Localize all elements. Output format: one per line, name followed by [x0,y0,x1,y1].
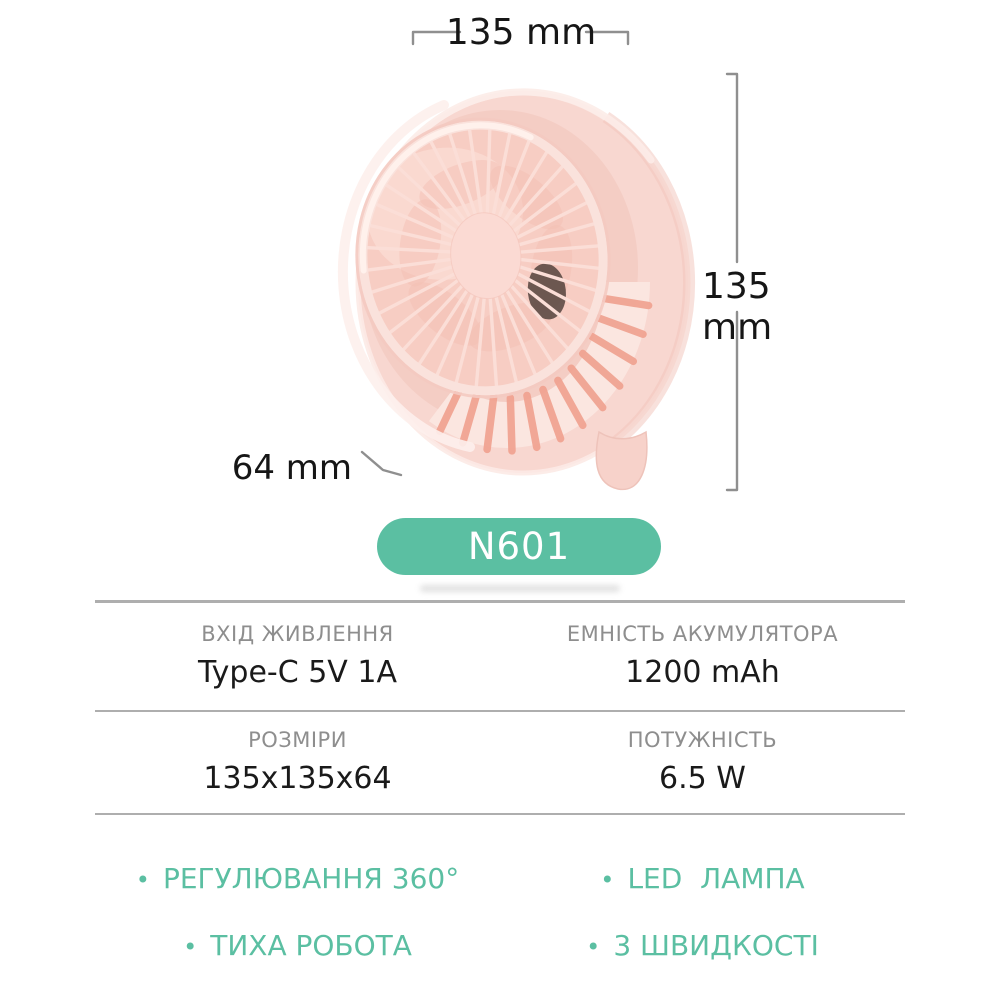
depth-dimension-label: 64 mm [231,448,352,488]
fan-product-image [337,88,696,491]
feature-item-rotation: • РЕГУЛЮВАННЯ 360° [95,845,500,912]
badge-reflection [420,585,620,592]
spec-cell-power-input: ВХІД ЖИВЛЕННЯ Type-C 5V 1A [95,603,500,709]
feature-text: LED ЛАМПА [627,862,805,895]
feature-item-speeds: • 3 ШВИДКОСТІ [500,912,905,979]
spec-value: 6.5 W [659,760,746,796]
spec-row-power-capacity: ВХІД ЖИВЛЕННЯ Type-C 5V 1A ЕМНІСТЬ АКУМУ… [95,603,905,709]
spec-label: ВХІД ЖИВЛЕННЯ [201,621,394,646]
bullet-icon: • [600,865,615,894]
bullet-icon: • [586,932,601,961]
separator-line [95,600,905,603]
spec-cell-battery-capacity: ЕМНІСТЬ АКУМУЛЯТОРА 1200 mAh [500,603,905,709]
separator-line [95,812,905,815]
spec-row-size-wattage: РОЗМІРИ 135x135x64 ПОТУЖНІСТЬ 6.5 W [95,712,905,812]
spec-label: РОЗМІРИ [248,727,347,752]
fan-front-guard [355,117,611,399]
spec-value: 135x135x64 [203,760,392,796]
feature-text: 3 ШВИДКОСТІ [613,929,819,962]
spec-value: Type-C 5V 1A [198,654,397,690]
feature-text: РЕГУЛЮВАННЯ 360° [162,862,460,895]
spec-value: 1200 mAh [625,654,780,690]
guard-spokes [364,126,602,390]
separator-line [95,709,905,712]
bullet-icon: • [183,932,198,961]
feature-list: • РЕГУЛЮВАННЯ 360° • LED ЛАМПА • ТИХА РОБОТ… [95,845,905,979]
model-badge-label: N601 [467,525,571,568]
spec-cell-wattage: ПОТУЖНІСТЬ 6.5 W [500,712,905,812]
width-dimension-label: 135 mm [445,12,597,53]
fan-foot [595,430,648,491]
feature-text: ТИХА РОБОТА [210,929,412,962]
bullet-icon: • [135,865,150,894]
spec-cell-dimensions: РОЗМІРИ 135x135x64 [95,712,500,812]
feature-item-led: • LED ЛАМПА [500,845,905,912]
model-badge: N601 [377,518,661,575]
spec-label: ПОТУЖНІСТЬ [627,727,778,752]
feature-item-quiet: • ТИХА РОБОТА [95,912,500,979]
spec-label: ЕМНІСТЬ АКУМУЛЯТОРА [566,621,839,646]
height-dimension-label: 135 mm [702,266,773,348]
